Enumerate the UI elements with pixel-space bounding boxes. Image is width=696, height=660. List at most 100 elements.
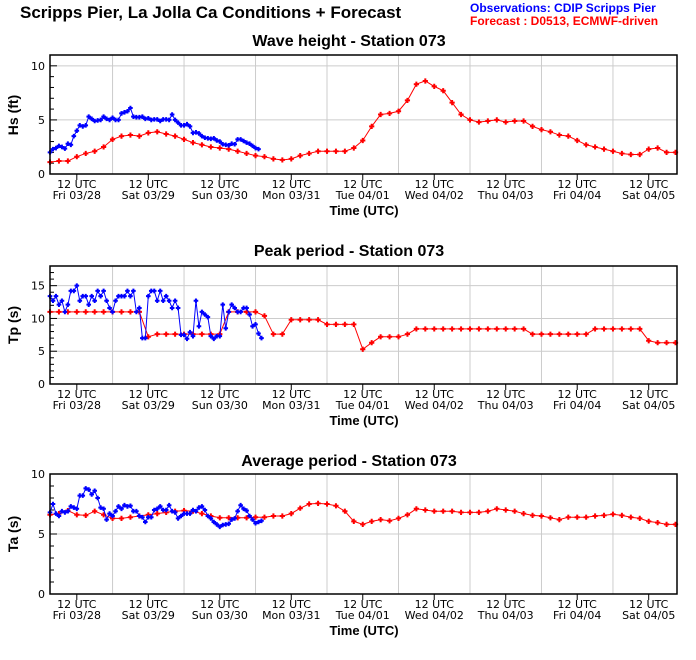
forecast-point — [521, 511, 527, 517]
observations-point — [250, 324, 255, 329]
observations-point — [169, 305, 175, 311]
y-tick-label: 10 — [31, 312, 45, 325]
x-tick-label-day: Thu 04/03 — [477, 399, 534, 412]
observations-point — [65, 508, 71, 514]
forecast-point — [342, 508, 348, 514]
forecast-point — [521, 118, 527, 124]
x-tick-label-time: 12 UTC — [129, 388, 169, 401]
observations-point — [101, 288, 106, 294]
forecast-point — [655, 340, 661, 346]
forecast-point — [547, 515, 554, 521]
observations-point — [95, 288, 100, 294]
forecast-point — [74, 154, 80, 160]
observations-point — [232, 141, 237, 147]
forecast-point — [306, 317, 312, 323]
observations-point — [190, 507, 196, 513]
forecast-point — [199, 511, 205, 517]
x-tick-label-time: 12 UTC — [415, 598, 455, 611]
forecast-point — [154, 511, 160, 517]
observations-point — [193, 508, 199, 514]
forecast-point — [628, 326, 634, 332]
observations-point — [74, 283, 80, 288]
observations-point — [232, 516, 237, 521]
x-tick-label-day: Fri 04/04 — [553, 609, 601, 622]
forecast-point — [422, 326, 428, 332]
observations-point — [74, 506, 80, 512]
forecast-point — [270, 156, 276, 162]
observations-point — [59, 508, 65, 514]
forecast-point — [74, 309, 80, 315]
observations-point — [205, 513, 211, 519]
observations-point — [113, 298, 118, 304]
forecast-point — [538, 513, 545, 519]
observations-point — [199, 309, 205, 315]
x-tick-label-time: 12 UTC — [343, 388, 383, 401]
forecast-point — [324, 321, 330, 327]
observations-point — [107, 511, 112, 516]
forecast-point — [235, 148, 241, 154]
forecast-point — [378, 111, 384, 118]
observations-point — [196, 131, 202, 136]
x-tick-label-time: 12 UTC — [272, 388, 312, 401]
forecast-point — [297, 317, 303, 323]
plot-frame — [49, 473, 678, 595]
observations-point — [166, 502, 172, 508]
legend-observations: Observations: CDIP Scripps Pier — [470, 1, 656, 15]
observations-point — [208, 516, 214, 521]
forecast-point — [467, 509, 473, 515]
x-tick-label-time: 12 UTC — [629, 178, 669, 191]
observations-point — [208, 333, 214, 339]
observations-point — [157, 288, 163, 294]
observations-point — [122, 110, 127, 115]
observations-point — [178, 513, 184, 519]
observations-point — [77, 123, 83, 128]
plot-frame — [49, 265, 678, 385]
observations-point — [214, 522, 220, 527]
plot-frame — [49, 54, 678, 175]
forecast-point — [610, 511, 616, 517]
forecast-point — [261, 313, 268, 319]
forecast-point — [413, 326, 419, 332]
forecast-point — [145, 130, 151, 136]
y-axis-label: Hs (ft) — [5, 95, 21, 135]
forecast-point — [270, 331, 276, 337]
forecast-point — [163, 131, 169, 137]
forecast-point — [512, 508, 518, 514]
forecast-point — [83, 512, 89, 518]
forecast-point — [315, 317, 321, 323]
forecast-point — [127, 132, 134, 138]
y-tick-label: 15 — [31, 280, 45, 293]
observations-point — [86, 114, 92, 119]
observations-point — [71, 288, 77, 294]
x-tick-label-time: 12 UTC — [415, 178, 455, 191]
forecast-point — [297, 505, 303, 511]
observations-point — [169, 112, 175, 117]
observations-point — [229, 302, 234, 307]
x-tick-label-day: Sat 03/29 — [122, 399, 175, 412]
observations-point — [175, 305, 181, 311]
forecast-point — [565, 133, 571, 139]
forecast-point — [503, 119, 509, 125]
forecast-point — [172, 133, 178, 139]
panel-title: Peak period - Station 073 — [254, 243, 444, 260]
observations-point — [211, 336, 217, 342]
forecast-point — [279, 513, 285, 519]
observations-point — [166, 298, 172, 304]
observations-point — [244, 305, 249, 311]
observations-point — [86, 302, 92, 307]
observations-point — [172, 298, 178, 304]
x-tick-label-day: Sat 03/29 — [122, 189, 175, 202]
observations-point — [89, 293, 95, 299]
forecast-point — [556, 132, 562, 138]
forecast-point — [538, 127, 545, 133]
forecast-point — [351, 321, 357, 327]
observations-point — [238, 137, 243, 142]
observations-point — [140, 114, 145, 119]
observations-point — [59, 144, 65, 150]
forecast-point — [583, 514, 589, 520]
forecast-point — [74, 512, 80, 518]
observations-point — [92, 488, 97, 494]
observations-point — [247, 513, 252, 519]
forecast-point — [619, 326, 625, 332]
